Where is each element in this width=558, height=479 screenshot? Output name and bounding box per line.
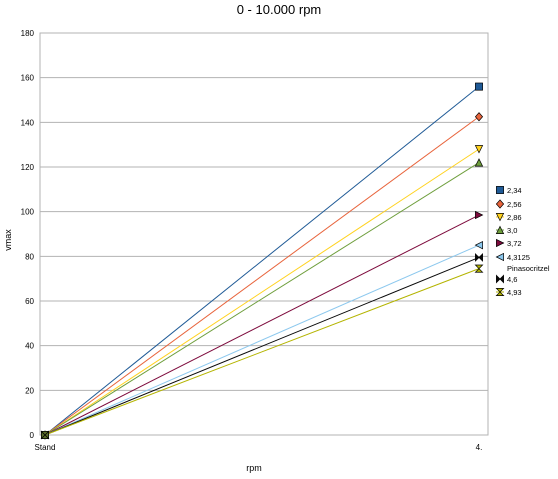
x-axis-label: rpm <box>246 463 262 473</box>
gridlines <box>40 32 488 436</box>
data-point <box>40 431 50 439</box>
series-line-2 <box>44 148 480 436</box>
y-tick-label: 120 <box>21 163 35 172</box>
legend-label: 4,3125 Pinasocritzel <box>507 253 550 273</box>
series-line-5 <box>44 244 480 436</box>
y-tick-label: 180 <box>21 29 35 38</box>
legend-label: 2,34 <box>507 186 522 195</box>
data-point <box>475 82 483 91</box>
x-tick-label: 4. <box>476 443 483 452</box>
data-point <box>474 145 484 154</box>
legend-label: 4,93 <box>507 288 522 297</box>
legend-marker <box>496 186 504 194</box>
legend-label: 2,86 <box>507 213 522 222</box>
series-line-7 <box>44 268 480 436</box>
y-tick-label: 0 <box>30 431 35 440</box>
legend-label: 3,72 <box>507 239 522 248</box>
plot-area <box>39 32 489 436</box>
data-point <box>475 253 483 262</box>
legend-marker <box>496 238 505 248</box>
y-tick-label: 20 <box>25 386 34 395</box>
legend-marker <box>495 225 505 234</box>
data-point <box>474 112 484 122</box>
legend-marker <box>496 274 504 284</box>
y-axis-ticks: 0 20 40 60 80 100 120 140 160 180 <box>21 29 35 440</box>
data-point <box>474 241 483 250</box>
y-tick-label: 160 <box>21 74 35 83</box>
data-point <box>475 210 484 220</box>
series-lines <box>44 86 480 436</box>
chart-title: 0 - 10.000 rpm <box>237 2 322 17</box>
legend-marker <box>495 213 505 222</box>
series-line-0 <box>44 86 480 436</box>
series-line-3 <box>44 162 480 436</box>
legend-label: 3,0 <box>507 226 517 235</box>
legend: 2,34 2,56 2,86 3,0 3,72 4,3125 Pinasocritzel 4,… <box>495 186 550 297</box>
series-line-4 <box>44 214 480 436</box>
legend-marker <box>495 199 505 209</box>
series-markers <box>40 82 484 440</box>
series-line-1 <box>44 116 480 436</box>
x-tick-label: Stand <box>35 443 56 452</box>
y-tick-label: 40 <box>25 342 34 351</box>
y-tick-label: 80 <box>25 252 34 261</box>
series-line-6 <box>44 256 480 436</box>
data-point <box>474 158 484 167</box>
legend-marker <box>495 252 504 262</box>
y-tick-label: 100 <box>21 208 35 217</box>
legend-marker <box>495 288 505 296</box>
y-tick-label: 60 <box>25 297 34 306</box>
x-axis-ticks: Stand 4. <box>35 443 483 452</box>
legend-label: 4,6 <box>507 275 517 284</box>
y-tick-label: 140 <box>21 118 35 127</box>
y-axis-label: vmax <box>3 229 13 251</box>
data-point <box>474 264 484 273</box>
legend-label: 2,56 <box>507 200 522 209</box>
